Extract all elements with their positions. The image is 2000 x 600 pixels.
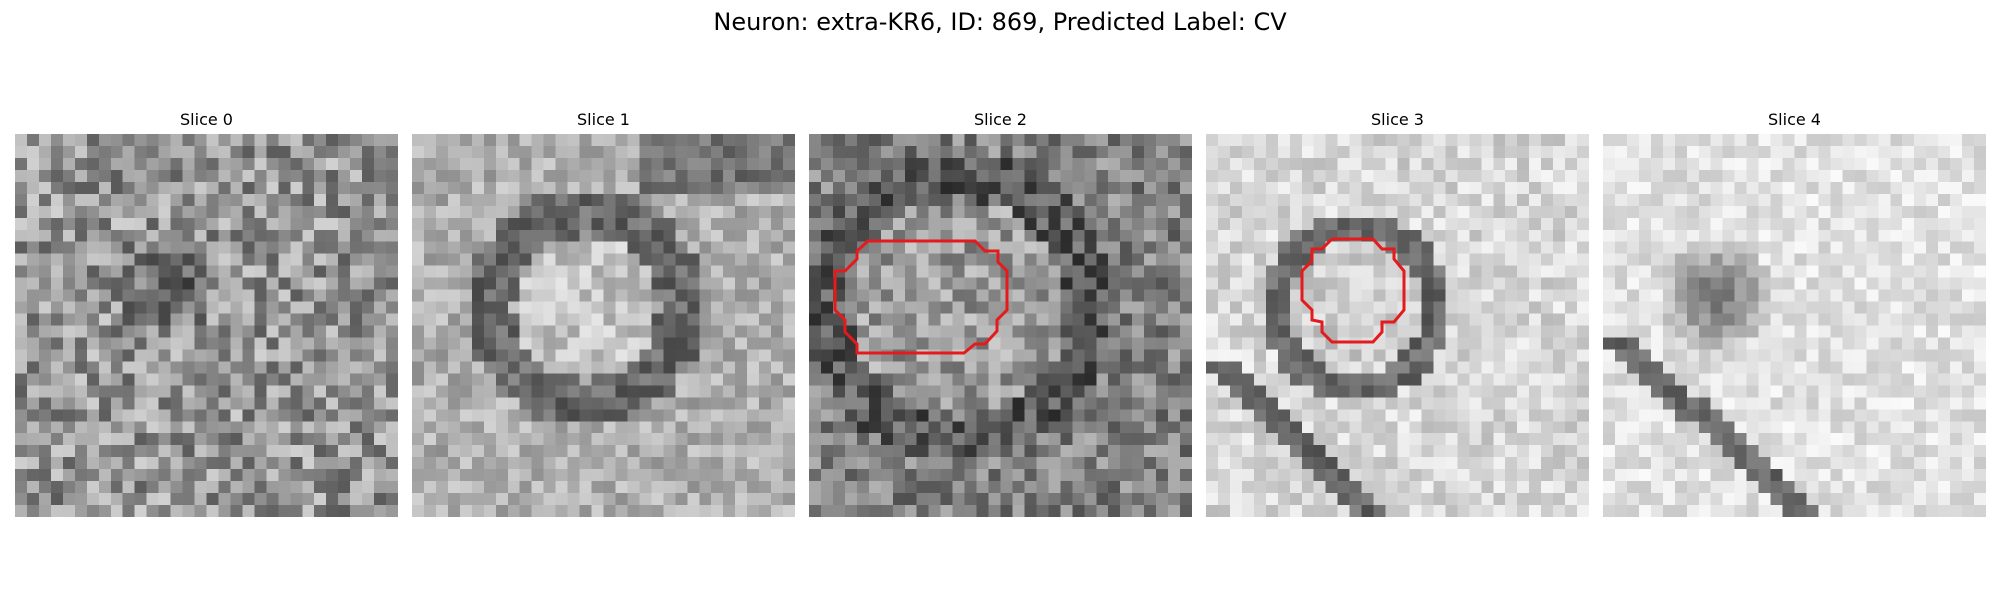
slice-panel-1: Slice 1 [412, 110, 795, 517]
slice-panel-0: Slice 0 [15, 110, 398, 517]
slice-title: Slice 3 [1206, 110, 1589, 130]
slice-panel-3: Slice 3 [1206, 110, 1589, 517]
slice-title: Slice 0 [15, 110, 398, 130]
slice-title: Slice 4 [1603, 110, 1986, 130]
slice-title: Slice 1 [412, 110, 795, 130]
slice-title: Slice 2 [809, 110, 1192, 130]
slice-image [809, 134, 1192, 517]
slice-image [1206, 134, 1589, 517]
figure-title: Neuron: extra-KR6, ID: 869, Predicted La… [0, 6, 2000, 38]
slice-image [15, 134, 398, 517]
slice-image [412, 134, 795, 517]
slice-image [1603, 134, 1986, 517]
slice-panel-4: Slice 4 [1603, 110, 1986, 517]
slice-panel-2: Slice 2 [809, 110, 1192, 517]
